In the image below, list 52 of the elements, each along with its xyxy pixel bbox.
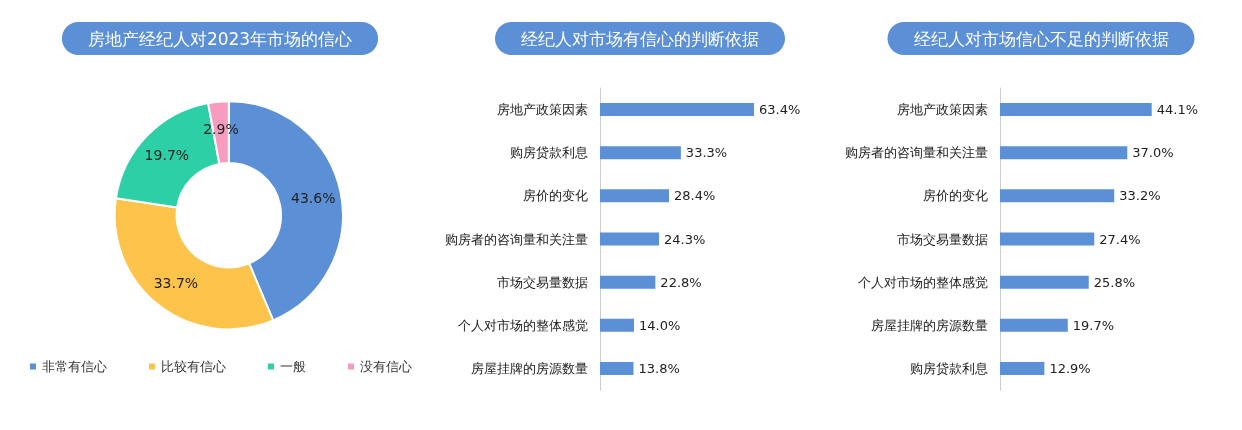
y-tick-label: 房价的变化 — [923, 188, 988, 204]
data-label: 63.4% — [758, 102, 801, 118]
y-tick-label: 购房者的咨询量和关注量 — [445, 231, 588, 247]
data-label: 22.8% — [660, 274, 702, 290]
y-tick-label: 个人对市场的整体感觉 — [858, 274, 988, 290]
data-label: 13.8% — [638, 360, 680, 376]
bar — [1000, 103, 1152, 117]
bar — [1000, 318, 1068, 332]
data-label: 37.0% — [1132, 145, 1174, 161]
bar — [1000, 361, 1045, 375]
y-tick-label: 房价的变化 — [523, 188, 588, 204]
legend-label: 一般 — [280, 359, 306, 374]
bar — [600, 146, 681, 160]
bar — [1000, 146, 1128, 160]
data-label: 33.7% — [153, 275, 199, 292]
bar — [600, 275, 656, 289]
y-tick-label: 房地产政策因素 — [897, 102, 988, 118]
y-tick-label: 房屋挂牌的房源数量 — [471, 360, 588, 376]
data-label: 25.8% — [1093, 274, 1136, 290]
chart-title: 房地产经纪人对2023年市场的信心 — [87, 28, 353, 49]
y-tick-label: 个人对市场的整体感觉 — [458, 317, 588, 333]
bar — [600, 232, 660, 246]
y-tick-label: 市场交易量数据 — [497, 274, 588, 290]
bar — [600, 361, 634, 375]
data-label: 19.7% — [1072, 317, 1115, 333]
bar — [600, 103, 754, 117]
data-label: 14.0% — [639, 317, 681, 333]
y-tick-label: 购房者的咨询量和关注量 — [845, 145, 988, 161]
data-label: 27.4% — [1099, 231, 1141, 247]
chart-title: 经纪人对市场信心不足的判断依据 — [913, 28, 1169, 49]
data-label: 43.6% — [291, 190, 336, 207]
data-label: 28.4% — [673, 188, 716, 204]
y-tick-label: 房屋挂牌的房源数量 — [871, 317, 988, 333]
data-label: 12.9% — [1049, 360, 1091, 376]
y-tick-label: 购房贷款利息 — [910, 360, 988, 376]
legend-label: 比较有信心 — [161, 359, 226, 374]
bar — [600, 189, 669, 203]
data-label: 19.7% — [144, 147, 190, 164]
y-tick-label: 市场交易量数据 — [897, 231, 988, 247]
data-label: 44.1% — [1156, 102, 1199, 118]
bar — [1000, 275, 1089, 289]
bar — [600, 318, 634, 332]
y-tick-label: 购房贷款利息 — [510, 145, 588, 161]
bar — [1000, 232, 1095, 246]
chart-title: 经纪人对市场有信心的判断依据 — [521, 28, 759, 49]
data-label: 33.3% — [685, 145, 728, 161]
bar — [1000, 189, 1115, 203]
data-label: 33.2% — [1119, 188, 1161, 204]
y-tick-label: 房地产政策因素 — [497, 102, 588, 118]
legend-label: 没有信心 — [360, 359, 412, 374]
legend-label: 非常有信心 — [42, 359, 107, 374]
data-label: 24.3% — [664, 231, 706, 247]
